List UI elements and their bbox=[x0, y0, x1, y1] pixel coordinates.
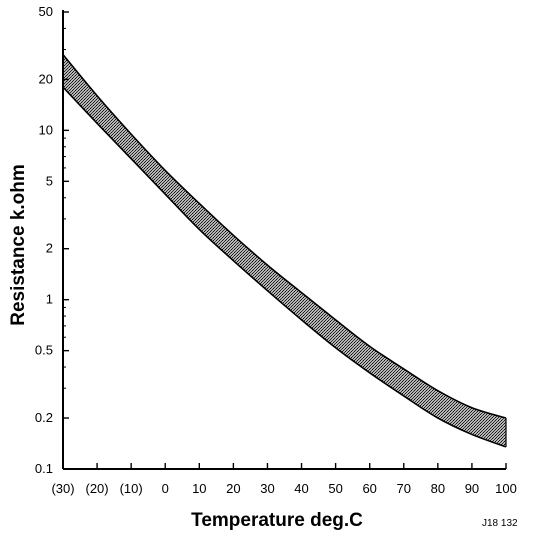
y-axis-ticks: 0.1 0.2 0.5 1 2 5 10 20 50 bbox=[35, 4, 69, 476]
y-axis-title: Resistance k.ohm bbox=[8, 164, 29, 326]
x-axis-ticks: (30) (20) (10) 0 10 20 30 40 50 60 70 80 90 100 bbox=[51, 463, 517, 496]
axes bbox=[62, 10, 506, 470]
x-tick-label: 60 bbox=[362, 481, 376, 496]
tolerance-band bbox=[62, 54, 507, 448]
y-tick-label: 0.1 bbox=[35, 461, 53, 476]
x-tick-label: (30) bbox=[51, 481, 74, 496]
y-tick-label: 1 bbox=[46, 292, 53, 307]
band-upper-line bbox=[62, 54, 507, 419]
x-tick-label: 40 bbox=[294, 481, 308, 496]
band-area bbox=[63, 54, 506, 447]
y-tick-label: 20 bbox=[39, 71, 53, 86]
x-tick-label: 20 bbox=[226, 481, 240, 496]
y-tick-label: 0.5 bbox=[35, 343, 53, 358]
y-tick-label: 0.2 bbox=[35, 410, 53, 425]
figure-code: J18 132 bbox=[482, 518, 518, 529]
x-tick-label: 100 bbox=[495, 481, 517, 496]
x-tick-label: 70 bbox=[397, 481, 411, 496]
y-tick-label: 50 bbox=[39, 4, 53, 19]
x-tick-label: 90 bbox=[465, 481, 479, 496]
x-tick-label: 30 bbox=[260, 481, 274, 496]
y-tick-label: 5 bbox=[46, 173, 53, 188]
x-tick-label: 80 bbox=[431, 481, 445, 496]
y-tick-label: 2 bbox=[46, 241, 53, 256]
x-tick-label: 0 bbox=[162, 481, 169, 496]
band-lower-line bbox=[62, 86, 507, 448]
x-tick-label: (10) bbox=[120, 481, 143, 496]
y-tick-label: 10 bbox=[39, 122, 53, 137]
x-tick-label: (20) bbox=[86, 481, 109, 496]
x-tick-label: 10 bbox=[192, 481, 206, 496]
x-axis-title: Temperature deg.C bbox=[191, 510, 363, 531]
x-tick-label: 50 bbox=[328, 481, 342, 496]
